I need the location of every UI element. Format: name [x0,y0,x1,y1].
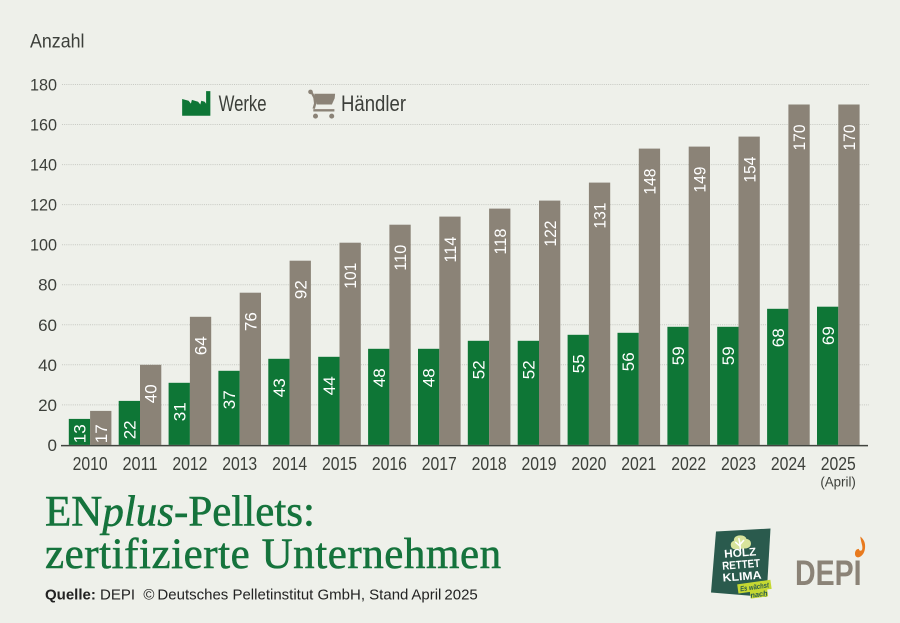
svg-text:2023: 2023 [721,454,756,474]
svg-text:2012: 2012 [172,454,207,474]
svg-text:140: 140 [30,156,57,175]
svg-text:0: 0 [48,436,57,455]
svg-text:160: 160 [30,116,57,135]
svg-text:43: 43 [270,378,289,397]
svg-text:69: 69 [819,326,838,345]
svg-text:22: 22 [120,420,139,439]
svg-text:48: 48 [370,368,389,387]
svg-text:2010: 2010 [73,454,108,474]
svg-text:59: 59 [669,346,688,365]
svg-text:76: 76 [242,312,261,331]
svg-text:148: 148 [641,169,660,195]
svg-text:120: 120 [30,196,57,215]
svg-text:17: 17 [92,424,111,443]
svg-text:118: 118 [491,229,510,255]
svg-text:100: 100 [30,236,57,255]
svg-text:40: 40 [142,384,161,403]
svg-text:154: 154 [740,157,759,183]
svg-text:2025: 2025 [821,454,856,474]
svg-text:DEPI: DEPI [795,554,862,593]
svg-text:2018: 2018 [472,454,507,474]
svg-text:101: 101 [341,263,360,289]
svg-text:180: 180 [30,76,57,95]
svg-text:60: 60 [38,316,57,335]
svg-text:20: 20 [38,396,57,415]
svg-text:2014: 2014 [272,454,307,474]
svg-text:Werke: Werke [219,91,267,116]
svg-text:2024: 2024 [771,454,806,474]
svg-text:68: 68 [769,328,788,347]
svg-text:149: 149 [690,167,709,193]
svg-text:31: 31 [170,402,189,421]
svg-text:2021: 2021 [621,454,656,474]
svg-text:2011: 2011 [123,454,158,474]
svg-text:40: 40 [38,356,57,375]
svg-text:2017: 2017 [422,454,457,474]
svg-text:nach: nach [750,588,769,599]
svg-text:170: 170 [840,125,859,151]
svg-text:2013: 2013 [222,454,257,474]
svg-text:ENplus-Pellets:: ENplus-Pellets: [45,489,315,536]
svg-text:52: 52 [520,360,539,379]
svg-text:Anzahl: Anzahl [30,31,85,53]
svg-text:(April): (April) [820,473,856,489]
svg-text:2019: 2019 [522,454,557,474]
svg-text:114: 114 [441,237,460,263]
svg-text:Es wächst: Es wächst [740,580,770,593]
svg-text:59: 59 [719,346,738,365]
svg-text:48: 48 [420,368,439,387]
svg-text:RETTET: RETTET [722,558,761,573]
svg-text:122: 122 [541,221,560,247]
svg-text:44: 44 [320,376,339,395]
svg-text:131: 131 [591,203,610,229]
svg-text:80: 80 [38,276,57,295]
svg-text:64: 64 [192,336,211,355]
svg-text:KLIMA: KLIMA [722,570,762,585]
svg-text:2016: 2016 [372,454,407,474]
svg-text:2022: 2022 [671,454,706,474]
svg-text:92: 92 [291,280,310,299]
svg-text:55: 55 [569,354,588,373]
svg-text:Quelle: DEPI © Deutsches Pell: Quelle: DEPI © Deutsches Pelletinstitut … [45,587,478,604]
svg-text:37: 37 [220,390,239,409]
svg-text:2015: 2015 [322,454,357,474]
svg-text:13: 13 [71,424,90,443]
svg-text:110: 110 [391,245,410,271]
svg-text:zertifizierte Unternehmen: zertifizierte Unternehmen [45,531,502,578]
svg-text:2020: 2020 [571,454,606,474]
svg-text:HOLZ: HOLZ [724,546,757,560]
svg-text:Händler: Händler [341,91,406,116]
svg-text:56: 56 [619,352,638,371]
svg-text:170: 170 [790,125,809,151]
svg-text:52: 52 [470,360,489,379]
